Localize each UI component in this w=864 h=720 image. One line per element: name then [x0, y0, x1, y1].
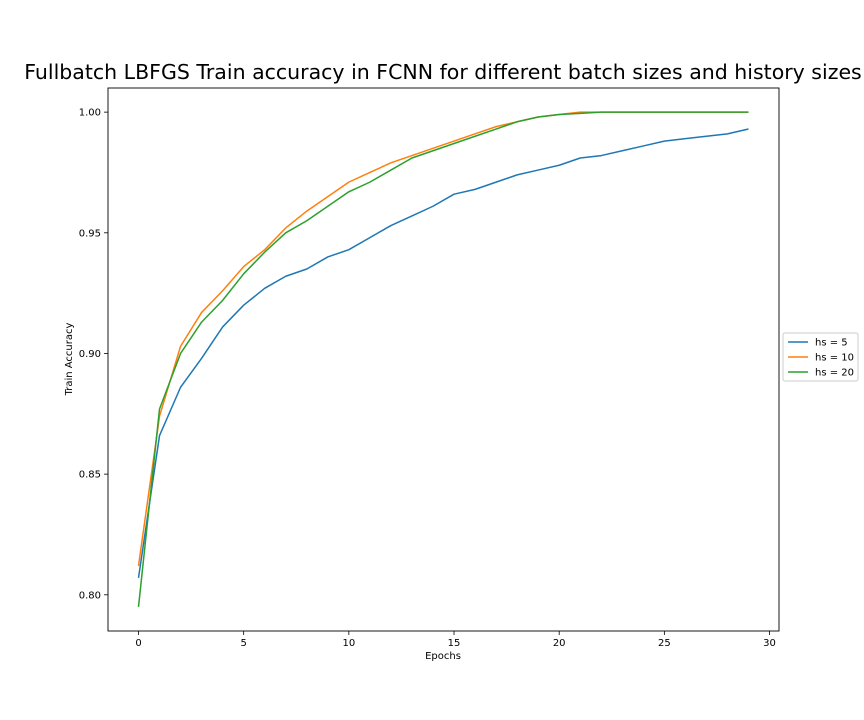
legend-label: hs = 10: [815, 353, 854, 364]
series-line-3: [137, 111, 749, 607]
y-tick-label: 1.00: [79, 108, 101, 119]
legend-box: [782, 332, 859, 382]
x-tick-label: 20: [553, 638, 566, 649]
x-tick-label: 30: [763, 638, 776, 649]
y-axis-label: Train Accuracy: [64, 323, 75, 397]
x-tick-label: 15: [448, 638, 461, 649]
y-tick-label: 0.90: [79, 349, 101, 360]
y-tick-label: 0.95: [79, 228, 101, 239]
series-layer: [137, 111, 749, 607]
legend-label: hs = 5: [815, 338, 848, 349]
y-tick-label: 0.80: [79, 590, 101, 601]
x-tick-label: 25: [658, 638, 671, 649]
legend-label: hs = 20: [815, 368, 854, 379]
series-line-1: [137, 128, 749, 579]
legend: hs = 5 hs = 10 hs = 20: [782, 332, 859, 382]
x-tick-label: 0: [135, 638, 141, 649]
x-tick-label: 10: [342, 638, 355, 649]
plot-frame: [107, 87, 780, 632]
ticks-layer: 0 5 10 15 20 25 30 0.80 0.85 0.90 0.95 1.00: [79, 108, 776, 649]
plot-border: [107, 87, 780, 632]
x-axis-label: Epochs: [425, 651, 461, 662]
chart-title: Fullbatch LBFGS Train accuracy in FCNN f…: [24, 60, 862, 84]
y-tick-label: 0.85: [79, 470, 101, 481]
series-line-2: [137, 111, 749, 566]
x-tick-label: 5: [240, 638, 246, 649]
